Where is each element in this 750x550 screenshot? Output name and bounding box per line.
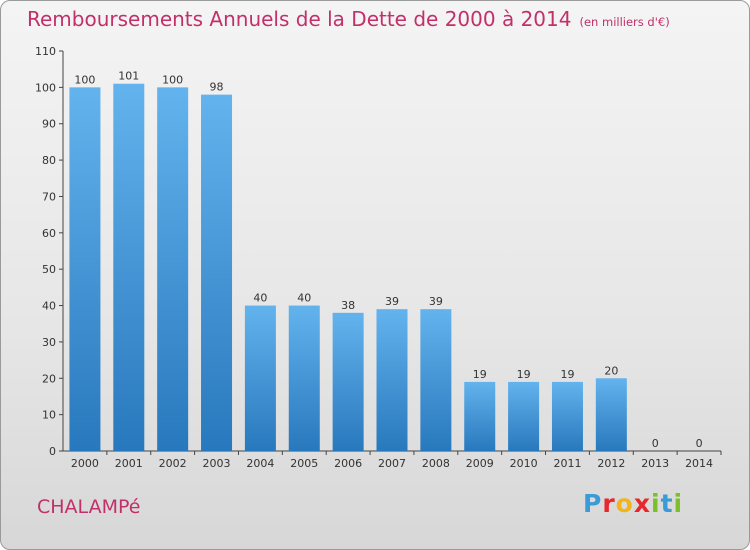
bar: [551, 381, 583, 451]
logo-letter: o: [615, 489, 634, 518]
x-tick-label: 2006: [334, 457, 362, 470]
data-label: 39: [429, 295, 443, 308]
x-tick-label: 2014: [685, 457, 713, 470]
bar: [244, 305, 276, 451]
bar: [113, 83, 145, 452]
bar: [420, 309, 452, 451]
data-label: 0: [696, 437, 703, 450]
data-label: 40: [253, 292, 267, 305]
data-label: 19: [560, 368, 574, 381]
bar: [201, 94, 233, 452]
x-tick-label: 2010: [510, 457, 538, 470]
data-label: 100: [162, 73, 183, 86]
x-tick-label: 2004: [246, 457, 274, 470]
data-label: 19: [517, 368, 531, 381]
data-label: 100: [74, 73, 95, 86]
x-tick-label: 2002: [159, 457, 187, 470]
x-tick-label: 2013: [641, 457, 669, 470]
x-tick-label: 2001: [115, 457, 143, 470]
logo-letter: i: [651, 489, 661, 518]
x-tick-label: 2005: [290, 457, 318, 470]
data-label: 98: [210, 81, 224, 94]
bar: [157, 87, 189, 451]
y-tick-label: 90: [42, 118, 56, 131]
y-tick-label: 30: [42, 336, 56, 349]
bar: [288, 305, 320, 451]
x-tick-label: 2007: [378, 457, 406, 470]
bar: [508, 381, 540, 451]
title-row: Remboursements Annuels de la Dette de 20…: [27, 7, 670, 31]
bar: [376, 309, 408, 451]
data-label: 19: [473, 368, 487, 381]
logo-letter: P: [583, 489, 603, 518]
chart-title: Remboursements Annuels de la Dette de 20…: [27, 7, 572, 31]
x-tick-label: 2000: [71, 457, 99, 470]
y-tick-label: 10: [42, 409, 56, 422]
data-label: 0: [652, 437, 659, 450]
x-tick-label: 2011: [553, 457, 581, 470]
y-tick-label: 40: [42, 300, 56, 313]
y-tick-label: 50: [42, 263, 56, 276]
data-label: 39: [385, 295, 399, 308]
bar: [464, 381, 496, 451]
logo-letter: i: [673, 489, 684, 518]
data-label: 20: [604, 364, 618, 377]
bar: [595, 378, 627, 451]
y-tick-label: 20: [42, 372, 56, 385]
y-tick-label: 0: [49, 445, 56, 458]
bar: [69, 87, 101, 451]
y-tick-label: 60: [42, 227, 56, 240]
x-tick-label: 2009: [466, 457, 494, 470]
data-label: 40: [297, 292, 311, 305]
x-tick-label: 2012: [597, 457, 625, 470]
data-label: 38: [341, 299, 355, 312]
x-tick-label: 2008: [422, 457, 450, 470]
logo-letter: x: [633, 489, 651, 518]
commune-name: CHALAMPé: [37, 496, 141, 518]
data-label: 101: [118, 70, 139, 83]
y-tick-label: 110: [35, 45, 56, 58]
x-tick-label: 2003: [203, 457, 231, 470]
logo-letter: r: [602, 489, 616, 518]
proxiti-logo[interactable]: Proxiti: [583, 489, 683, 518]
y-tick-label: 70: [42, 190, 56, 203]
chart-subtitle: (en milliers d'€): [579, 15, 670, 29]
y-tick-label: 100: [35, 81, 56, 94]
y-tick-label: 80: [42, 154, 56, 167]
logo-letter: t: [660, 489, 674, 518]
bar: [332, 312, 364, 451]
